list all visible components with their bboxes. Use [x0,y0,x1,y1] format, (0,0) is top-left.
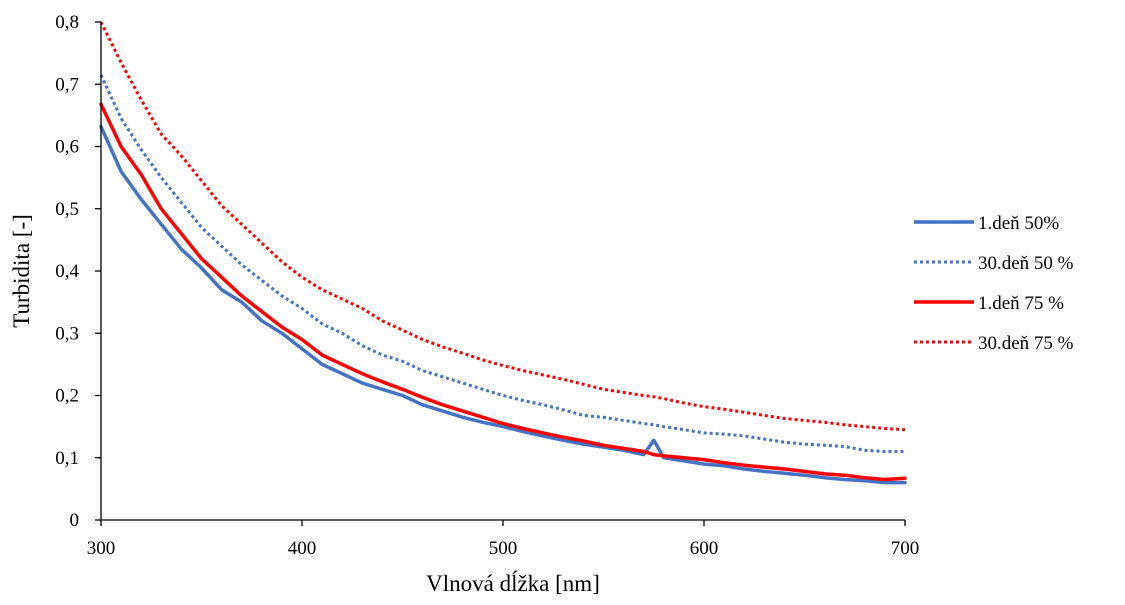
y-tick-label: 0,4 [55,261,79,282]
x-axis-title: Vlnová dĺžka [nm] [426,570,600,596]
series-line-1 [99,124,907,485]
y-tick-label: 0,6 [55,137,79,158]
y-tick-label: 0,7 [55,74,79,95]
y-axis-title: Turbidita [-] [9,214,34,328]
y-tick-label: 0,8 [55,12,79,33]
y-tick-label: 0 [70,510,80,531]
x-ticks: 300 400 500 600 700 [87,520,920,559]
legend-label: 30.deň 75 % [978,333,1074,354]
legend: 1.deň 50% 30.deň 50 % 1.deň 75 % 30.deň 75 … [914,213,1074,354]
plot-lines [99,21,907,485]
y-tick-label: 0,1 [55,448,79,469]
x-tick-label: 500 [489,538,518,559]
y-tick-label: 0,3 [55,323,79,344]
legend-label: 1.deň 50% [978,213,1059,234]
y-tick-label: 0,2 [55,386,79,407]
series-line-4 [99,21,906,432]
x-tick-label: 700 [891,538,920,559]
series-line-2 [99,74,905,453]
legend-label: 1.deň 75 % [978,293,1064,314]
x-tick-label: 400 [288,538,317,559]
axes [100,22,905,521]
y-tick-label: 0,5 [55,199,79,220]
x-tick-label: 600 [690,538,719,559]
legend-label: 30.deň 50 % [978,253,1074,274]
y-ticks: 0 0,1 0,2 0,3 0,4 0,5 0,6 0,7 0,8 [55,12,101,531]
x-tick-label: 300 [87,538,116,559]
series-line-3 [99,102,907,482]
